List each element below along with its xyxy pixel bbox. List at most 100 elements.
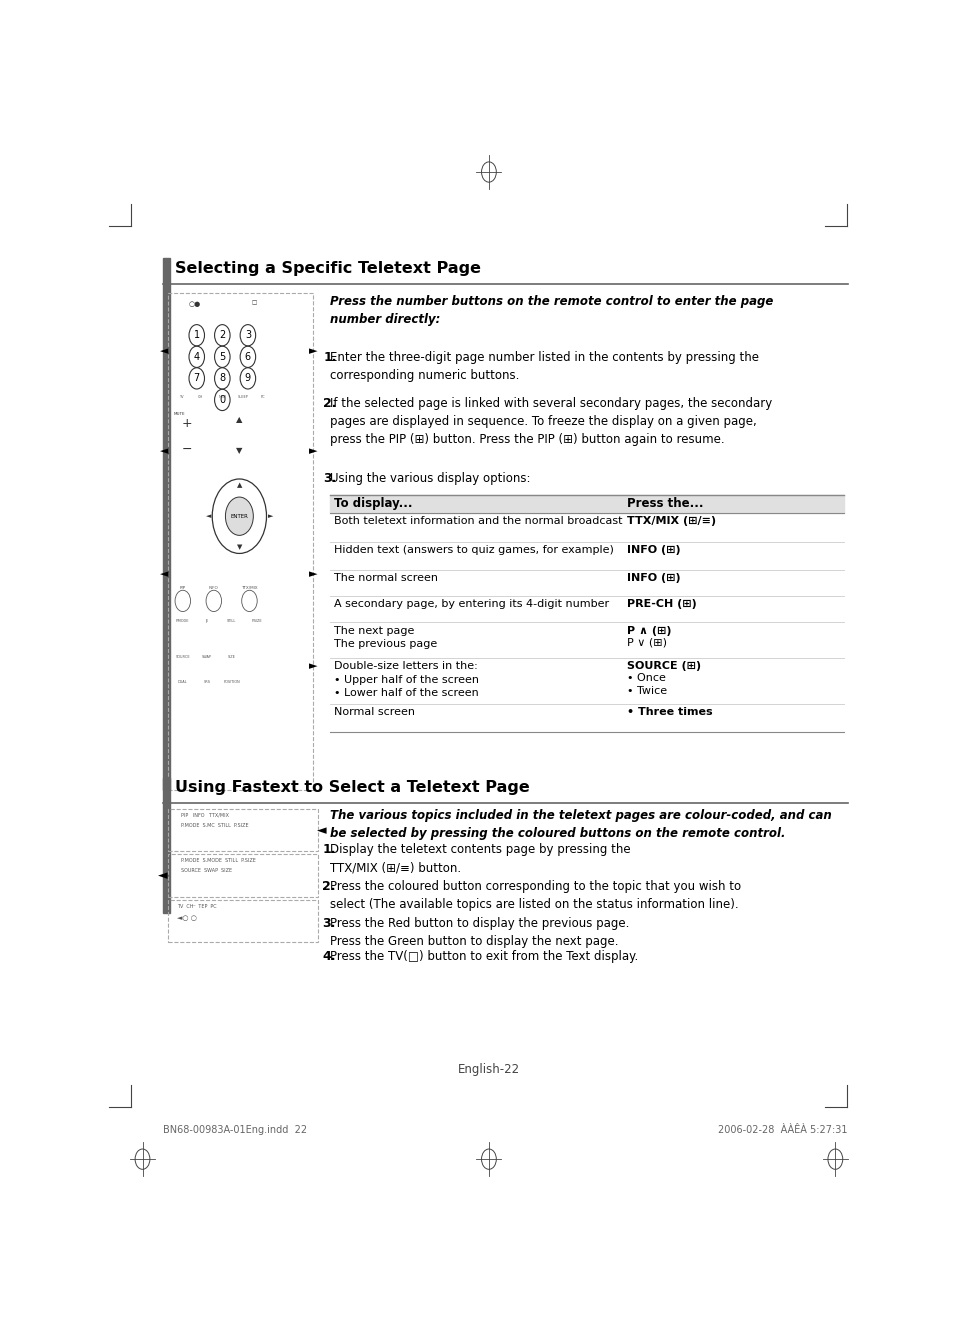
- Text: The normal screen: The normal screen: [334, 573, 437, 583]
- Text: POSITION: POSITION: [223, 680, 240, 684]
- Text: 0: 0: [219, 395, 225, 405]
- Text: The various topics included in the teletext pages are colour-coded, and can
be s: The various topics included in the telet…: [330, 809, 831, 840]
- Text: ◄: ◄: [158, 870, 168, 882]
- Text: INFO: INFO: [209, 585, 218, 589]
- Bar: [330, 494, 843, 513]
- Text: P ∧ (⊞): P ∧ (⊞): [626, 626, 671, 635]
- Text: Press the TV(□) button to exit from the Text display.: Press the TV(□) button to exit from the …: [330, 950, 638, 962]
- Text: Using Fastext to Select a Teletext Page: Using Fastext to Select a Teletext Page: [174, 780, 529, 795]
- Text: SOURCE: SOURCE: [175, 655, 190, 659]
- Text: The next page
The previous page: The next page The previous page: [334, 626, 436, 650]
- Text: SLEEP: SLEEP: [237, 394, 249, 398]
- Circle shape: [225, 497, 253, 535]
- Text: ▲: ▲: [236, 415, 242, 424]
- Text: PRE-CH (⊞): PRE-CH (⊞): [626, 600, 696, 609]
- Text: TV  CHⁿ  TEP  PC: TV CHⁿ TEP PC: [177, 904, 216, 908]
- Text: 8: 8: [219, 373, 225, 384]
- Text: 1.: 1.: [322, 844, 335, 857]
- Text: Enter the three-digit page number listed in the contents by pressing the
corresp: Enter the three-digit page number listed…: [330, 351, 759, 382]
- Text: 3: 3: [245, 331, 251, 340]
- Text: ▲: ▲: [236, 482, 242, 489]
- Text: 1: 1: [193, 331, 199, 340]
- Text: Press the coloured button corresponding to the topic that you wish to
select (Th: Press the coloured button corresponding …: [330, 880, 740, 912]
- Text: 2.: 2.: [323, 397, 336, 410]
- Text: ◄: ◄: [160, 445, 169, 456]
- Text: 3.: 3.: [322, 917, 335, 931]
- Text: +: +: [181, 418, 192, 430]
- Text: DUAL: DUAL: [178, 680, 188, 684]
- Text: CH: CH: [198, 394, 203, 398]
- Bar: [168, 900, 318, 942]
- Bar: [163, 778, 170, 913]
- Text: Press the number buttons on the remote control to enter the page
number directly: Press the number buttons on the remote c…: [330, 295, 773, 327]
- Text: ►: ►: [309, 569, 317, 579]
- Bar: [168, 854, 318, 896]
- Text: Display the teletext contents page by pressing the
TTX/MIX (⊞/≡) button.: Display the teletext contents page by pr…: [330, 844, 630, 874]
- Text: PIP: PIP: [179, 585, 186, 589]
- Text: TTX/MIX (⊞/≡): TTX/MIX (⊞/≡): [626, 517, 715, 526]
- Text: JE: JE: [205, 618, 209, 622]
- Text: 4.: 4.: [322, 950, 335, 962]
- Text: ▼: ▼: [236, 447, 242, 455]
- Text: 5: 5: [219, 352, 225, 362]
- Text: INFO (⊞): INFO (⊞): [626, 573, 679, 583]
- Text: 2: 2: [219, 331, 225, 340]
- Text: INFO (⊞): INFO (⊞): [626, 546, 679, 555]
- Text: −: −: [181, 443, 192, 456]
- Text: ►: ►: [268, 513, 273, 519]
- Text: Both teletext information and the normal broadcast: Both teletext information and the normal…: [334, 517, 621, 526]
- Bar: [163, 258, 170, 789]
- Text: 7: 7: [193, 373, 200, 384]
- Text: SOURCE  SWAP  SIZE: SOURCE SWAP SIZE: [181, 869, 233, 873]
- Text: BN68-00983A-01Eng.indd  22: BN68-00983A-01Eng.indd 22: [163, 1126, 307, 1135]
- Text: 9: 9: [245, 373, 251, 384]
- Text: ○●: ○●: [189, 301, 201, 307]
- Bar: [168, 293, 313, 789]
- Text: SRS: SRS: [203, 680, 210, 684]
- Text: Press the Red button to display the previous page.
Press the Green button to dis: Press the Red button to display the prev…: [330, 917, 629, 949]
- Text: 2006-02-28  ÀÀÊÀ 5:27:31: 2006-02-28 ÀÀÊÀ 5:27:31: [718, 1126, 847, 1135]
- Text: Using the various display options:: Using the various display options:: [330, 472, 530, 485]
- Text: ◄: ◄: [206, 513, 211, 519]
- Text: 6: 6: [245, 352, 251, 362]
- Text: • Three times: • Three times: [626, 708, 712, 717]
- Text: P ∨ (⊞): P ∨ (⊞): [626, 637, 666, 647]
- Text: SOURCE (⊞): SOURCE (⊞): [626, 660, 700, 671]
- Text: To display...: To display...: [334, 497, 412, 510]
- Text: TTX/MIX: TTX/MIX: [241, 585, 257, 589]
- Text: ►: ►: [309, 445, 317, 456]
- Text: Selecting a Specific Teletext Page: Selecting a Specific Teletext Page: [174, 261, 480, 275]
- Text: P.SIZE: P.SIZE: [252, 618, 262, 622]
- Text: 3.: 3.: [323, 472, 336, 485]
- Text: P.MODE: P.MODE: [176, 618, 190, 622]
- Text: 4: 4: [193, 352, 199, 362]
- Text: ◄: ◄: [316, 824, 326, 837]
- Text: SWAP: SWAP: [202, 655, 212, 659]
- Text: Normal screen: Normal screen: [334, 708, 415, 717]
- Text: • Once
• Twice: • Once • Twice: [626, 672, 666, 696]
- Text: PC: PC: [260, 394, 265, 398]
- Text: ◄: ◄: [160, 569, 169, 579]
- Text: English-22: English-22: [457, 1062, 519, 1075]
- Text: Press the...: Press the...: [626, 497, 702, 510]
- Text: ▼: ▼: [236, 544, 242, 550]
- Text: ENTER: ENTER: [231, 514, 248, 519]
- Text: A secondary page, by entering its 4-digit number: A secondary page, by entering its 4-digi…: [334, 600, 608, 609]
- Text: PIP   INFO   TTX/MIX: PIP INFO TTX/MIX: [181, 813, 229, 817]
- Text: ◄: ◄: [160, 345, 169, 356]
- Text: 1.: 1.: [323, 351, 336, 364]
- Text: Hidden text (answers to quiz games, for example): Hidden text (answers to quiz games, for …: [334, 546, 613, 555]
- Text: STILL: STILL: [227, 618, 236, 622]
- Bar: [168, 809, 318, 851]
- Text: If the selected page is linked with several secondary pages, the secondary
pages: If the selected page is linked with seve…: [330, 397, 772, 445]
- Text: ►: ►: [309, 345, 317, 356]
- Text: P.MODE  S.MODE  STILL  P.SIZE: P.MODE S.MODE STILL P.SIZE: [181, 858, 255, 863]
- Text: MUTE: MUTE: [173, 413, 185, 416]
- Text: MGR: MGR: [218, 394, 226, 398]
- Text: Double-size letters in the:
• Upper half of the screen
• Lower half of the scree: Double-size letters in the: • Upper half…: [334, 660, 478, 699]
- Text: □: □: [251, 301, 256, 306]
- Text: P.MODE  S.MC  STILL  P.SIZE: P.MODE S.MC STILL P.SIZE: [181, 822, 249, 828]
- Text: ►: ►: [309, 662, 317, 671]
- Text: ◄○ ○: ◄○ ○: [177, 915, 197, 921]
- Text: 2.: 2.: [322, 880, 335, 894]
